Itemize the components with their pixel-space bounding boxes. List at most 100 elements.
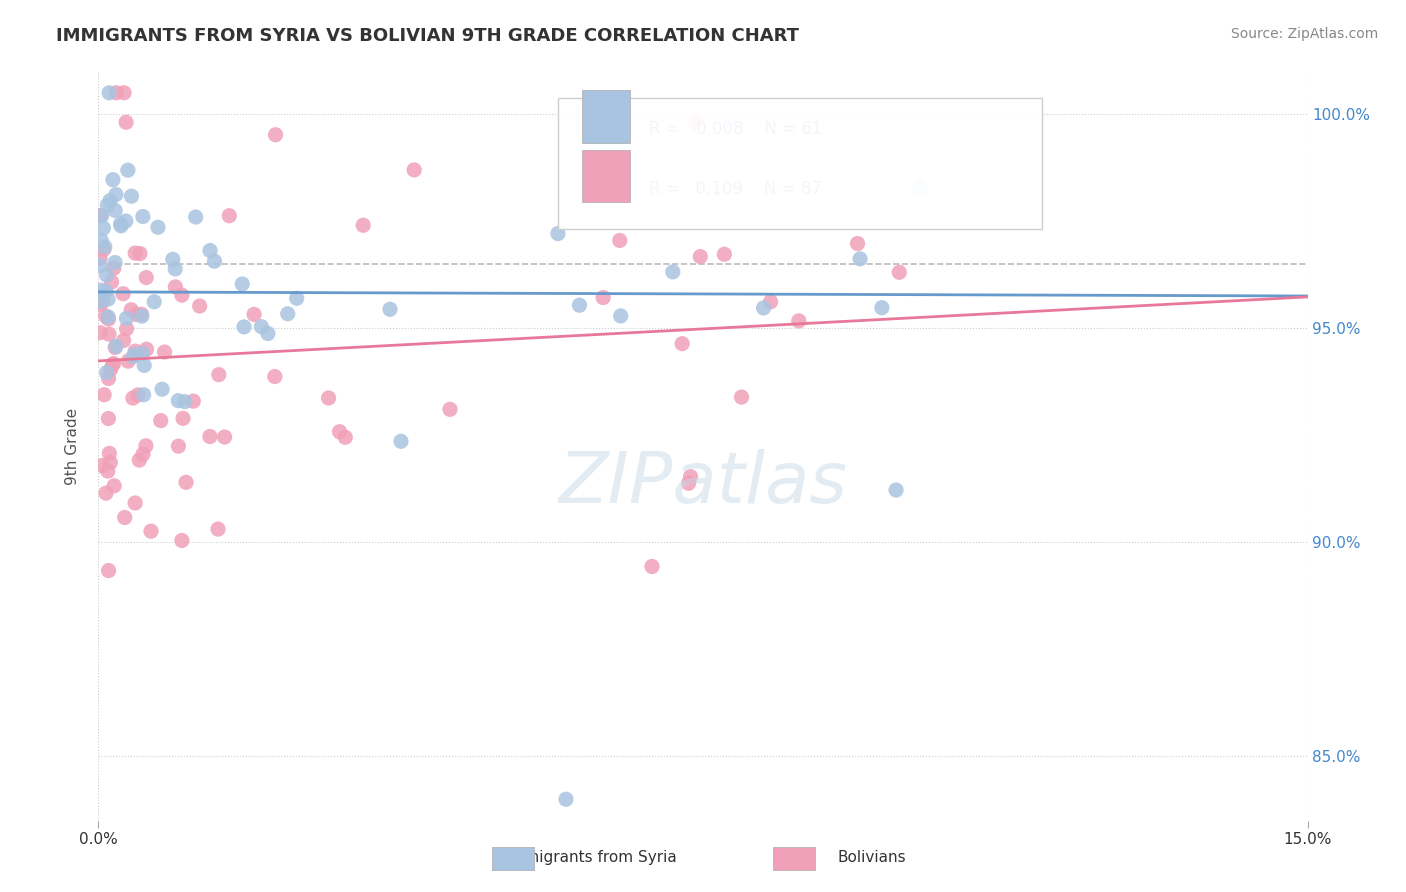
Point	[846, 236, 869, 251]
Point	[730, 390, 752, 404]
FancyBboxPatch shape	[582, 150, 630, 202]
Point	[277, 307, 299, 321]
Point	[89, 259, 111, 273]
Point	[97, 310, 120, 324]
Point	[124, 496, 146, 510]
Point	[97, 371, 120, 385]
Point	[335, 430, 357, 444]
Point	[90, 234, 112, 248]
Point	[167, 439, 190, 453]
Point	[678, 476, 700, 491]
Point	[89, 297, 111, 311]
Point	[89, 251, 111, 265]
Point	[98, 86, 121, 100]
Point	[257, 326, 280, 341]
Point	[188, 299, 211, 313]
Point	[91, 290, 114, 304]
Point	[250, 319, 273, 334]
Point	[110, 217, 132, 231]
Point	[134, 359, 156, 373]
Point	[110, 219, 132, 233]
Point	[165, 261, 187, 276]
Point	[132, 210, 155, 224]
Point	[117, 163, 139, 178]
Point	[127, 388, 149, 402]
Point	[98, 327, 121, 342]
Point	[404, 162, 426, 177]
Point	[89, 326, 111, 340]
Point	[112, 334, 135, 348]
Point	[662, 265, 685, 279]
Point	[173, 394, 195, 409]
Point	[90, 458, 112, 473]
Point	[115, 322, 138, 336]
Point	[129, 246, 152, 260]
Point	[439, 402, 461, 417]
Point	[679, 469, 702, 483]
Point	[218, 209, 240, 223]
Point	[214, 430, 236, 444]
Point	[198, 244, 221, 258]
Point	[89, 294, 111, 309]
Point	[93, 388, 115, 402]
Point	[115, 311, 138, 326]
Point	[172, 411, 194, 425]
Point	[198, 429, 221, 443]
Point	[115, 115, 138, 129]
Point	[132, 388, 155, 402]
Point	[112, 286, 135, 301]
Text: Bolivians: Bolivians	[838, 850, 905, 865]
Point	[94, 486, 117, 500]
Point	[150, 382, 173, 396]
Y-axis label: 9th Grade: 9th Grade	[65, 408, 80, 484]
FancyBboxPatch shape	[582, 90, 630, 143]
Point	[98, 446, 121, 460]
Point	[170, 288, 193, 302]
Point	[122, 350, 145, 364]
Text: R =   0.109    N = 87: R = 0.109 N = 87	[648, 180, 821, 198]
Point	[103, 261, 125, 276]
Point	[135, 270, 157, 285]
Point	[139, 524, 162, 539]
Point	[96, 366, 118, 380]
Point	[131, 309, 153, 323]
Point	[90, 283, 112, 297]
Point	[120, 302, 142, 317]
Point	[100, 362, 122, 376]
Point	[97, 411, 120, 425]
Point	[114, 214, 136, 228]
Point	[121, 189, 143, 203]
Point	[263, 369, 285, 384]
Point	[787, 314, 810, 328]
Point	[165, 280, 187, 294]
Point	[135, 343, 157, 357]
Point	[128, 453, 150, 467]
Point	[97, 564, 120, 578]
Point	[378, 302, 401, 317]
Point	[870, 301, 893, 315]
Point	[568, 298, 591, 312]
Point	[264, 128, 287, 142]
Point	[752, 301, 775, 315]
Point	[889, 265, 911, 279]
Point	[713, 247, 735, 261]
Point	[181, 394, 204, 409]
Point	[685, 114, 707, 128]
Point	[592, 291, 614, 305]
FancyBboxPatch shape	[558, 97, 1042, 228]
Point	[149, 414, 172, 428]
Point	[124, 348, 146, 362]
Point	[204, 254, 226, 268]
Point	[243, 307, 266, 321]
Text: ZIPatlas: ZIPatlas	[558, 449, 848, 518]
Point	[318, 391, 340, 405]
Point	[143, 294, 166, 309]
Point	[153, 345, 176, 359]
Point	[231, 277, 253, 291]
Point	[641, 559, 664, 574]
Point	[910, 180, 932, 194]
Point	[117, 354, 139, 368]
Point	[104, 187, 127, 202]
Point	[671, 336, 693, 351]
Point	[555, 792, 578, 806]
